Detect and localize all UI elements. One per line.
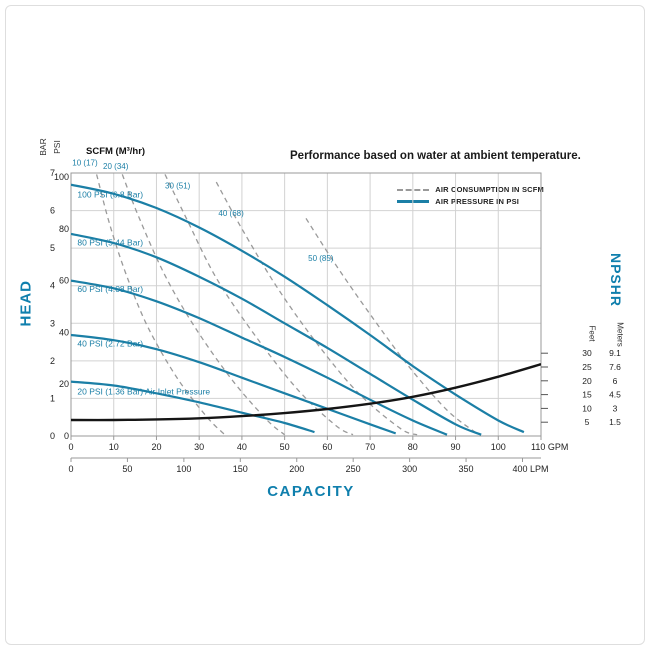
psi-tick-label: 20 bbox=[59, 379, 69, 389]
chart-card: Performance based on water at ambient te… bbox=[5, 5, 645, 645]
air-pressure-curve bbox=[71, 333, 397, 435]
air-consumption-label: 20 (34) bbox=[103, 162, 129, 171]
gpm-tick-label: 20 bbox=[151, 442, 161, 452]
air-pressure-curve bbox=[71, 232, 482, 436]
psi-tick-label: 0 bbox=[64, 431, 69, 441]
bar-tick-label: 5 bbox=[50, 243, 55, 253]
psi-tick-label: 100 bbox=[54, 172, 69, 182]
lpm-tick-label: 200 bbox=[289, 464, 304, 474]
feet-tick-label: 20 bbox=[582, 376, 592, 386]
scfm-axis-header: SCFM (M³/hr) bbox=[86, 146, 146, 157]
feet-tick-label: 25 bbox=[582, 362, 592, 372]
bar-tick-label: 7 bbox=[50, 168, 55, 178]
gpm-tick-label: 70 bbox=[365, 442, 375, 452]
air-pressure-label: 100 PSI (6.8 Bar) bbox=[77, 190, 143, 200]
meters-tick-label: 9.1 bbox=[609, 348, 621, 358]
bar-tick-label: 0 bbox=[50, 431, 55, 441]
air-pressure-label: 60 PSI (4.08 Bar) bbox=[77, 284, 143, 294]
air-consumption-curve bbox=[305, 218, 478, 434]
legend-label-air-consumption: AIR CONSUMPTION IN SCFM bbox=[435, 185, 544, 194]
psi-tick-label: 80 bbox=[59, 224, 69, 234]
lpm-tick-label: 100 bbox=[176, 464, 191, 474]
gpm-tick-label: 90 bbox=[451, 442, 461, 452]
x-axis-title-capacity: CAPACITY bbox=[267, 483, 355, 500]
air-pressure-label: 20 PSI (1.36 Bar) Air Inlet Pressure bbox=[77, 387, 210, 397]
air-consumption-label: 40 (68) bbox=[218, 209, 244, 218]
lpm-axis: 0 50 100 150 200 250 300 350 400 LPM bbox=[68, 457, 549, 474]
lpm-tick-label: 150 bbox=[233, 464, 248, 474]
air-pressure-curve bbox=[71, 183, 525, 434]
air-pressure-label: 40 PSI (2.72 Bar) bbox=[77, 339, 143, 349]
meters-tick-label: 6 bbox=[613, 376, 618, 386]
chart-title-note: Performance based on water at ambient te… bbox=[290, 150, 581, 162]
meters-tick-label: 3 bbox=[613, 403, 618, 413]
gpm-tick-label: 80 bbox=[408, 442, 418, 452]
gpm-tick-label: 0 bbox=[68, 442, 73, 452]
meters-tick-label: 7.6 bbox=[609, 362, 621, 372]
feet-tick-label: 5 bbox=[585, 417, 590, 427]
curve-labels: 10 (17) 20 (34) 30 (51) 40 (68) 50 (85) 100 P… bbox=[72, 158, 334, 396]
lpm-tick-label: 0 bbox=[68, 464, 73, 474]
gpm-end-label: 110 GPM bbox=[531, 442, 568, 452]
gpm-tick-label: 30 bbox=[194, 442, 204, 452]
feet-tick-label: 30 bbox=[582, 348, 592, 358]
lpm-end-label: 400 LPM bbox=[512, 464, 548, 474]
gpm-tick-label: 40 bbox=[237, 442, 247, 452]
lpm-tick-label: 50 bbox=[122, 464, 132, 474]
curves bbox=[71, 174, 541, 436]
lpm-tick-label: 250 bbox=[346, 464, 361, 474]
bar-tick-label: 3 bbox=[50, 318, 55, 328]
meters-tick-label: 1.5 bbox=[609, 417, 621, 427]
air-consumption-label: 30 (51) bbox=[165, 182, 191, 191]
psi-tick-label: 40 bbox=[59, 327, 69, 337]
air-consumption-curve bbox=[215, 181, 418, 436]
bar-tick-label: 2 bbox=[50, 356, 55, 366]
gpm-tick-label: 100 bbox=[491, 442, 506, 452]
air-pressure-curve bbox=[71, 380, 315, 434]
feet-tick-label: 15 bbox=[582, 390, 592, 400]
legend-label-air-pressure: AIR PRESSURE IN PSI bbox=[435, 197, 520, 206]
bar-tick-label: 6 bbox=[50, 206, 55, 216]
air-consumption-label: 50 (85) bbox=[308, 254, 334, 263]
air-consumption-curve bbox=[164, 174, 354, 436]
air-consumption-label: 10 (17) bbox=[72, 158, 98, 167]
air-consumption-curve bbox=[121, 174, 286, 436]
gpm-tick-label: 10 bbox=[109, 442, 119, 452]
bar-tick-label: 1 bbox=[50, 393, 55, 403]
npshr-axis-ticks: 30 9.1 25 7.6 20 6 15 4.5 10 3 5 1.5 bbox=[541, 348, 621, 427]
air-pressure-label: 80 PSI (5.44 Bar) bbox=[77, 238, 143, 248]
lpm-tick-label: 350 bbox=[459, 464, 474, 474]
air-pressure-curve bbox=[71, 279, 448, 436]
psi-tick-label: 60 bbox=[59, 276, 69, 286]
gpm-tick-label: 50 bbox=[280, 442, 290, 452]
meters-tick-label: 4.5 bbox=[609, 390, 621, 400]
feet-tick-label: 10 bbox=[582, 403, 592, 413]
gpm-tick-label: 60 bbox=[322, 442, 332, 452]
npshr-curve bbox=[71, 363, 541, 422]
lpm-tick-label: 300 bbox=[402, 464, 417, 474]
gpm-axis: 0 10 20 30 40 50 60 70 80 90 100 110 GPM bbox=[68, 436, 568, 452]
bar-tick-label: 4 bbox=[50, 281, 55, 291]
left-axis-ticks: 0 1 2 3 4 5 6 7 0 20 40 60 80 100 bbox=[50, 168, 69, 441]
